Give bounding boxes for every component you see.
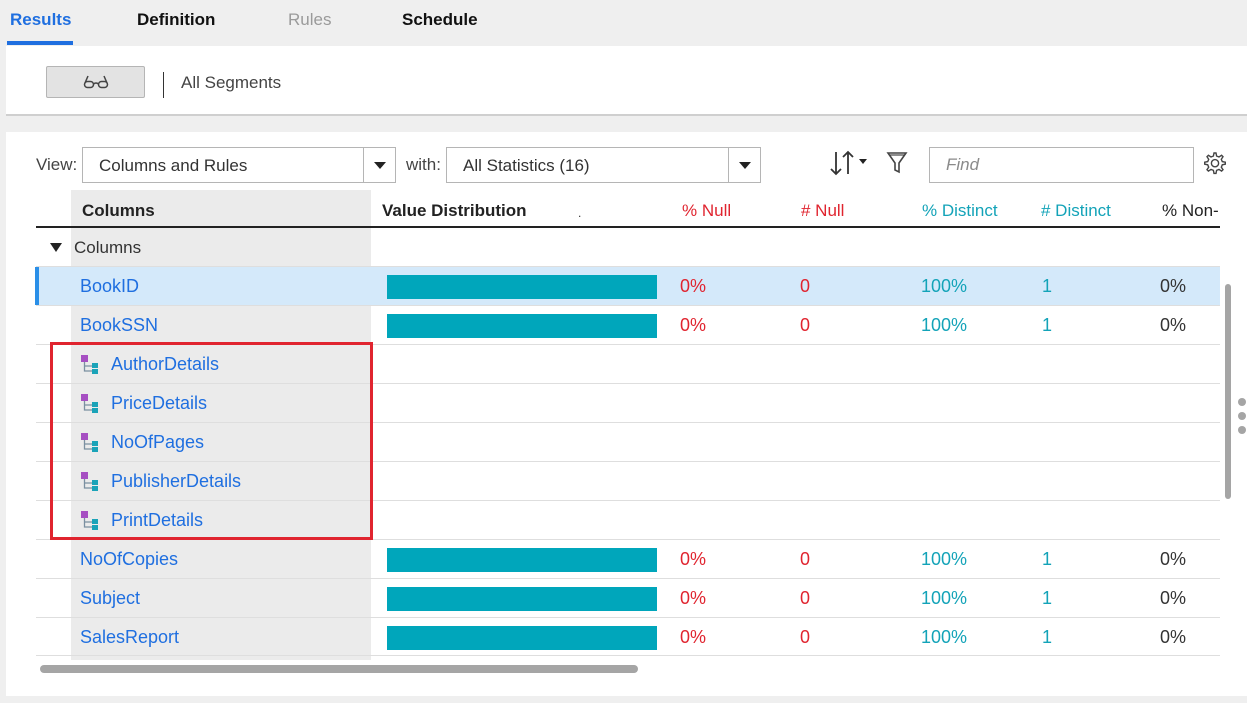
chevron-down-icon [728, 148, 760, 182]
group-label: Columns [74, 238, 142, 257]
view-select-value: Columns and Rules [99, 156, 248, 175]
view-label: View: [36, 155, 78, 174]
column-name-link[interactable]: BookSSN [80, 315, 159, 335]
tab-schedule[interactable]: Schedule [402, 10, 478, 29]
statistics-select-value: All Statistics (16) [463, 156, 590, 175]
rule-name-link[interactable]: PublisherDetails [111, 471, 242, 491]
num-distinct-value: 1 [1042, 315, 1053, 335]
column-name-link[interactable]: BookID [80, 276, 140, 296]
tab-rules[interactable]: Rules [288, 10, 332, 29]
rule-name-link[interactable]: PrintDetails [111, 510, 204, 530]
num-distinct-value: 1 [1042, 276, 1053, 296]
column-name-link[interactable]: Subject [80, 588, 141, 608]
header-num-null[interactable]: # Null [801, 201, 845, 220]
header-columns[interactable]: Columns [82, 201, 155, 220]
tab-results[interactable]: Results [10, 10, 72, 29]
num-null-value: 0 [800, 549, 811, 569]
hierarchy-icon [81, 355, 98, 374]
pct-distinct-value: 100% [921, 549, 968, 569]
table-row[interactable]: PrintDetails [36, 500, 1220, 539]
panel-resize-handle[interactable] [1238, 398, 1246, 434]
active-tab-indicator [7, 41, 73, 45]
num-distinct-value: 1 [1042, 627, 1053, 647]
table-row[interactable]: NoOfCopies 0% 0 100% 1 0% [36, 539, 1220, 578]
hierarchy-icon [81, 394, 98, 413]
table-row[interactable]: Subject 0% 0 100% 1 0% [36, 578, 1220, 617]
rule-name-link[interactable]: AuthorDetails [111, 354, 220, 374]
num-null-value: 0 [800, 627, 811, 647]
table-row[interactable]: AuthorDetails [36, 344, 1220, 383]
pct-distinct-value: 100% [921, 276, 968, 296]
segment-bar: All Segments [6, 46, 1247, 116]
table-row[interactable]: PriceDetails [36, 383, 1220, 422]
table-row[interactable]: PublisherDetails [36, 461, 1220, 500]
segment-label[interactable]: All Segments [181, 73, 282, 92]
column-name-link[interactable]: SalesReport [80, 627, 180, 647]
column-name-link[interactable]: NoOfCopies [80, 549, 179, 569]
statistics-select[interactable]: All Statistics (16) [446, 147, 761, 183]
rule-name-link[interactable]: NoOfPages [111, 432, 205, 452]
group-row-columns[interactable]: Columns [36, 228, 1220, 266]
pct-distinct-value: 100% [921, 627, 968, 647]
header-pct-distinct[interactable]: % Distinct [922, 201, 998, 220]
table-row[interactable]: BookID 0% 0 100% 1 0% [35, 266, 1220, 305]
pct-non-value: 0% [1160, 588, 1187, 608]
value-distribution-bar [387, 275, 657, 299]
table-row[interactable]: BookSSN 0% 0 100% 1 0% [36, 305, 1220, 344]
num-null-value: 0 [800, 588, 811, 608]
tab-bar: Results Definition Rules Schedule [0, 0, 1247, 46]
pct-non-value: 0% [1160, 627, 1187, 647]
header-pct-non[interactable]: % Non- [1162, 201, 1219, 220]
header-value-distribution[interactable]: Value Distribution [382, 201, 527, 220]
pct-null-value: 0% [680, 627, 707, 647]
table-row[interactable]: SalesReport 0% 0 100% 1 0% [36, 617, 1220, 656]
pct-null-value: 0% [680, 549, 707, 569]
results-panel: View: Columns and Rules with: All Statis… [6, 132, 1247, 696]
value-distribution-bar [387, 548, 657, 572]
chevron-down-icon [363, 148, 395, 182]
num-null-value: 0 [800, 276, 811, 296]
view-select[interactable]: Columns and Rules [82, 147, 396, 183]
header-marker: . [578, 206, 582, 220]
num-distinct-value: 1 [1042, 588, 1053, 608]
selection-indicator [35, 267, 39, 305]
pct-non-value: 0% [1160, 276, 1187, 296]
hierarchy-icon [81, 511, 98, 530]
tab-definition[interactable]: Definition [137, 10, 216, 29]
vertical-scrollbar[interactable] [1225, 284, 1231, 499]
pct-null-value: 0% [680, 276, 707, 296]
sort-icon[interactable] [828, 149, 870, 177]
with-label: with: [406, 155, 441, 174]
pct-non-value: 0% [1160, 315, 1187, 335]
collapse-triangle-icon[interactable] [50, 243, 62, 252]
hierarchy-icon [81, 433, 98, 452]
rule-name-link[interactable]: PriceDetails [111, 393, 208, 413]
gear-icon[interactable] [1202, 150, 1228, 176]
pct-distinct-value: 100% [921, 588, 968, 608]
segment-divider [163, 72, 164, 98]
header-pct-null[interactable]: % Null [682, 201, 732, 220]
pct-distinct-value: 100% [921, 315, 968, 335]
pct-null-value: 0% [680, 588, 707, 608]
pct-non-value: 0% [1160, 549, 1187, 569]
header-num-distinct[interactable]: # Distinct [1041, 201, 1111, 220]
view-segment-button[interactable] [46, 66, 145, 98]
table-row[interactable]: NoOfPages [36, 422, 1220, 461]
value-distribution-bar [387, 626, 657, 650]
value-distribution-bar [387, 314, 657, 338]
find-input[interactable] [929, 147, 1194, 183]
value-distribution-bar [387, 587, 657, 611]
grid-header: Columns Value Distribution . % Null # Nu… [36, 190, 1220, 228]
num-distinct-value: 1 [1042, 549, 1053, 569]
glasses-icon [83, 75, 109, 89]
num-null-value: 0 [800, 315, 811, 335]
pct-null-value: 0% [680, 315, 707, 335]
hierarchy-icon [81, 472, 98, 491]
filter-icon[interactable] [886, 150, 908, 176]
horizontal-scrollbar[interactable] [40, 665, 638, 673]
